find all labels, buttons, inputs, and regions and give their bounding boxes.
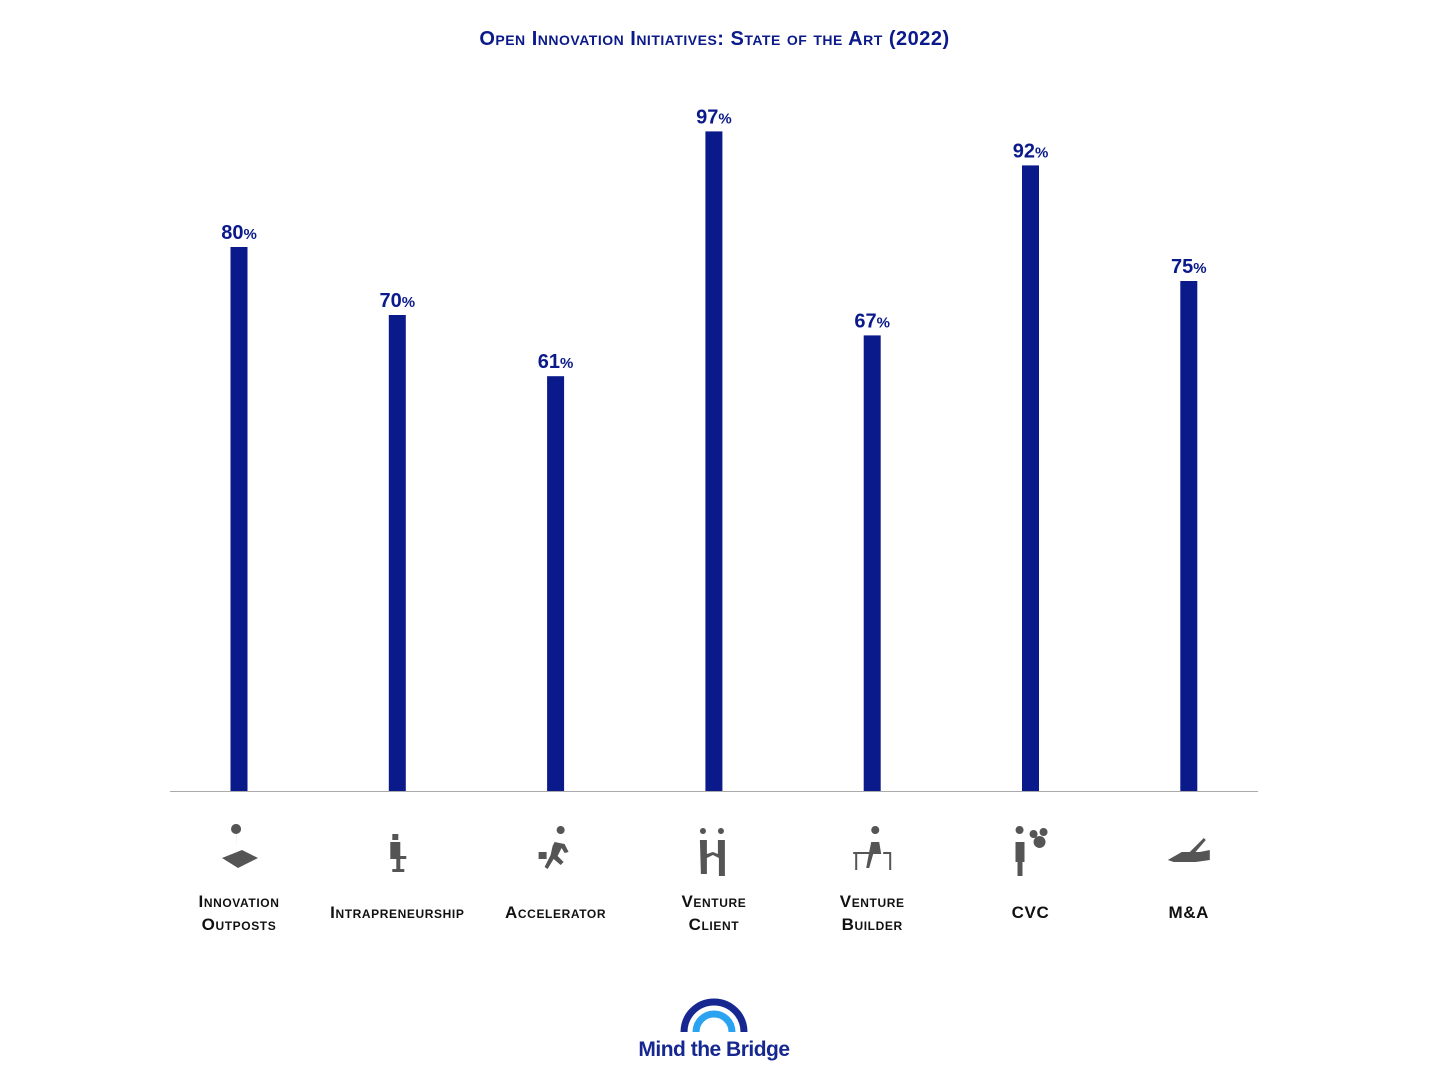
logo-text: Mind the Bridge xyxy=(638,1038,790,1061)
category-label: M&A xyxy=(1168,903,1210,922)
category-label: Innovation Outposts xyxy=(198,892,280,934)
bar-0 xyxy=(230,247,248,791)
bar-5 xyxy=(1022,165,1039,791)
bar-2 xyxy=(547,376,565,791)
data-label: 75% xyxy=(1171,256,1207,278)
signing-hand-icon xyxy=(1167,838,1210,862)
category-label: CVC xyxy=(1011,903,1050,922)
data-label: 61% xyxy=(538,351,574,373)
data-label: 67% xyxy=(854,310,890,332)
category-label: Intrapreneurship xyxy=(330,903,465,922)
standing-desk-worker-icon xyxy=(390,834,407,872)
bar-3 xyxy=(705,131,723,791)
chart-title: Open Innovation Initiatives: State of th… xyxy=(479,28,950,50)
category-label: Venture Builder xyxy=(839,892,905,934)
bar-6 xyxy=(1180,281,1198,791)
running-businessman-icon xyxy=(538,826,569,869)
bridge-arch-icon xyxy=(680,998,748,1033)
bar-4 xyxy=(863,335,881,791)
data-label: 80% xyxy=(221,222,257,244)
desk-worker-icon xyxy=(853,826,892,870)
businessman-money-icon xyxy=(1015,826,1048,876)
data-label: 70% xyxy=(380,290,416,312)
map-pin-icon xyxy=(222,824,258,868)
category-label: Venture Client xyxy=(681,892,747,934)
data-label: 97% xyxy=(696,106,732,128)
bar-1 xyxy=(388,315,406,791)
handshake-icon xyxy=(699,828,725,876)
mind-the-bridge-logo: Mind the Bridge xyxy=(634,994,794,1074)
category-label: Accelerator xyxy=(505,903,607,922)
data-label: 92% xyxy=(1013,140,1049,162)
